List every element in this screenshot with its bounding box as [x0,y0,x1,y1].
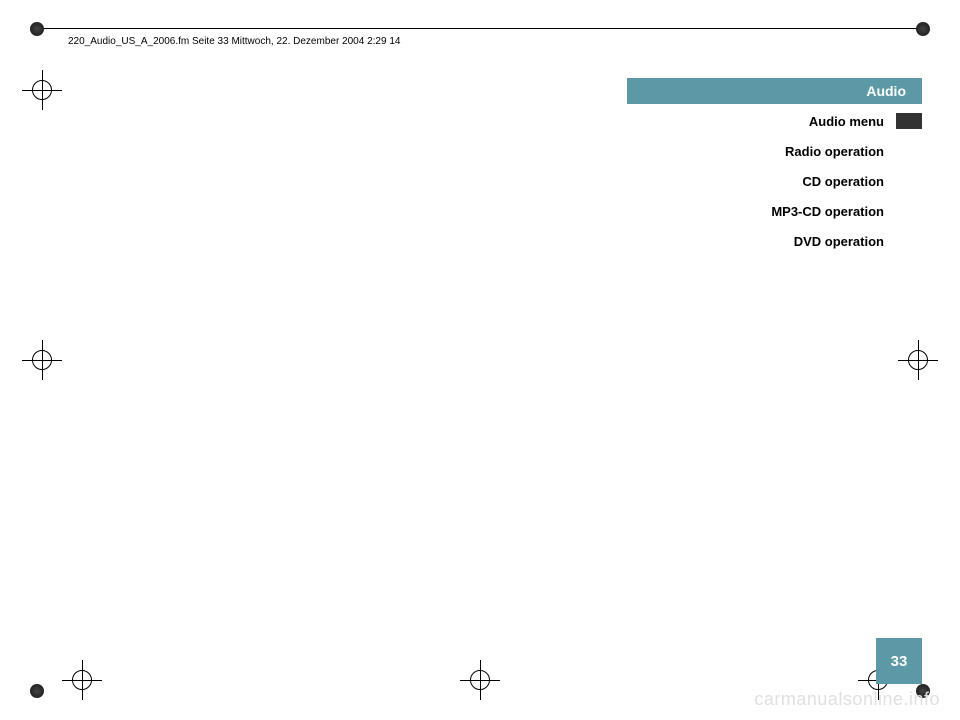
watermark: carmanualsonline.info [754,689,940,710]
registration-mark [62,660,102,700]
registration-dot [916,22,930,36]
registration-mark [898,340,938,380]
toc-item-label: MP3-CD operation [771,204,884,219]
top-divider [35,28,925,29]
toc-item-label: Audio menu [809,114,884,129]
page-number-tab: 33 [876,638,922,684]
registration-mark [22,70,62,110]
page-number: 33 [891,653,908,670]
toc-item: Audio menu [771,112,922,130]
registration-dot [30,22,44,36]
toc-menu: Audio menu Radio operation CD operation … [771,112,922,262]
registration-mark [22,340,62,380]
toc-item: MP3-CD operation [771,202,922,220]
toc-item: DVD operation [771,232,922,250]
toc-item-label: CD operation [802,174,884,189]
toc-item-marker [896,113,922,129]
toc-item-label: Radio operation [785,144,884,159]
toc-item: Radio operation [771,142,922,160]
chapter-title-bar: Audio [627,78,922,104]
registration-mark [460,660,500,700]
toc-item: CD operation [771,172,922,190]
toc-item-label: DVD operation [794,234,884,249]
registration-dot [30,684,44,698]
file-stamp: 220_Audio_US_A_2006.fm Seite 33 Mittwoch… [68,36,400,47]
chapter-title: Audio [866,83,906,99]
